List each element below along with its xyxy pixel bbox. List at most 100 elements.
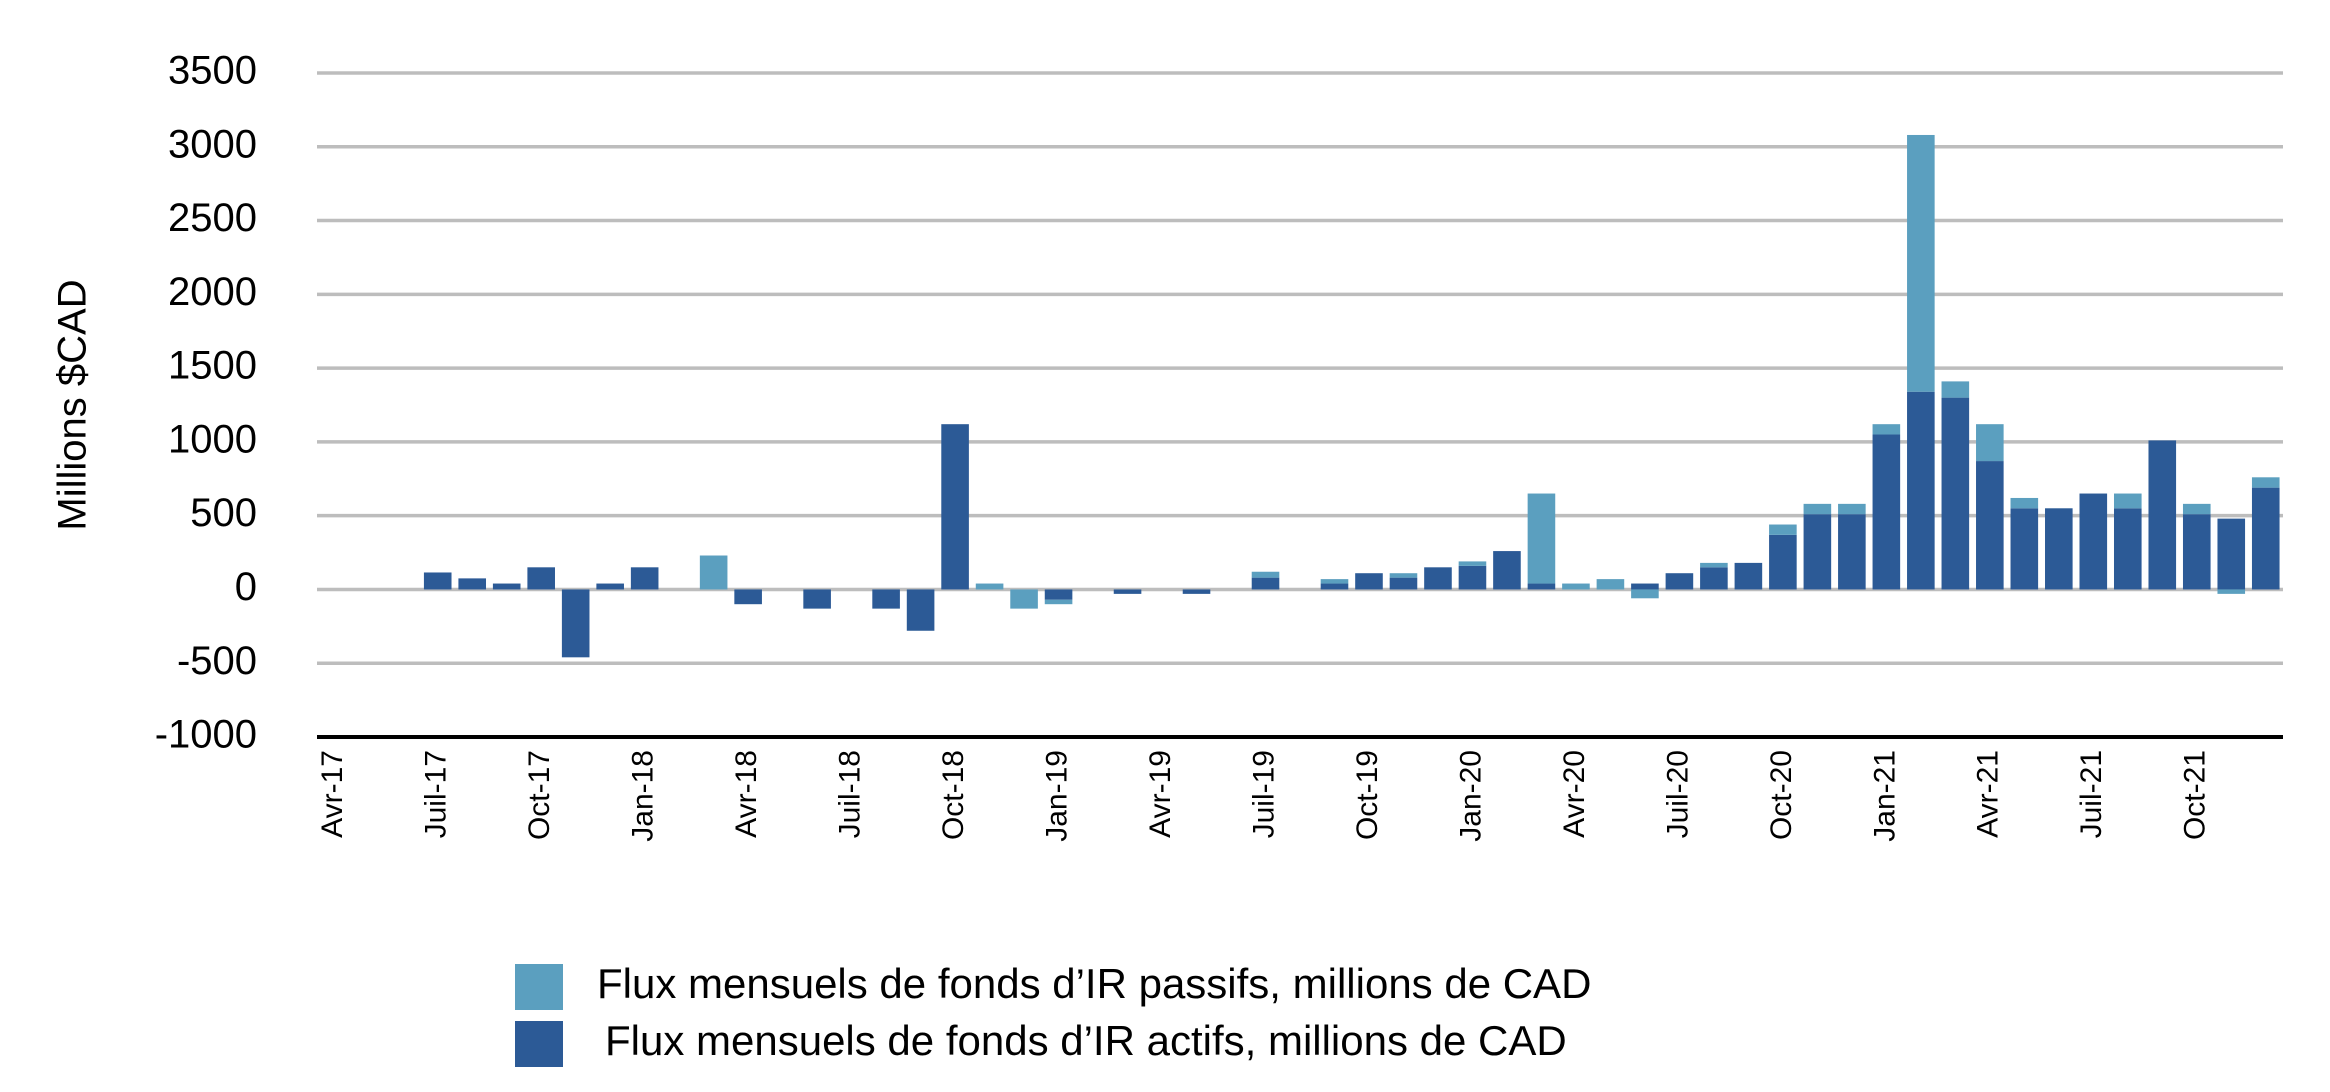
legend-swatch xyxy=(515,964,563,1010)
bar-segment xyxy=(1631,589,1659,599)
bar-segment xyxy=(2182,514,2211,590)
y-axis-label: Millions $CAD xyxy=(51,279,95,530)
bar-segment xyxy=(458,578,487,590)
x-tick-label: Avr-20 xyxy=(1558,750,1591,838)
bar-segment xyxy=(1010,589,1038,609)
x-tick-label: Avr-18 xyxy=(730,750,763,838)
x-tick-label: Oct-21 xyxy=(2179,750,2212,840)
x-tick-label: Jan-21 xyxy=(1868,750,1901,842)
x-tick-label: Jan-20 xyxy=(1454,750,1487,842)
bar-segment xyxy=(1424,567,1452,590)
bar-segment xyxy=(492,583,521,590)
x-tick-label: Jan-18 xyxy=(627,750,660,842)
y-tick-label: 1000 xyxy=(168,417,257,461)
bar-segment xyxy=(1562,583,1590,590)
bar-segment xyxy=(2045,508,2073,590)
bar-segment xyxy=(2217,518,2246,590)
x-tick-label: Juil-20 xyxy=(1661,750,1694,838)
bar-segment xyxy=(2217,589,2246,594)
y-tick-label: -1000 xyxy=(155,713,257,757)
bar-segment xyxy=(2113,508,2142,590)
y-tick-label: 3000 xyxy=(168,122,257,166)
bar-segment xyxy=(1700,562,1728,568)
x-tick-label: Jan-19 xyxy=(1040,750,1073,842)
bar-segment xyxy=(1044,589,1073,600)
bar-segment xyxy=(2148,440,2177,590)
bar-segment xyxy=(423,572,452,590)
bar-segment xyxy=(1182,589,1211,594)
x-tick-label: Juil-19 xyxy=(1247,750,1280,838)
bar-segment xyxy=(803,589,831,609)
x-tick-label: Oct-19 xyxy=(1351,750,1384,840)
bar-segment xyxy=(941,424,969,590)
bar-segment xyxy=(1941,397,1970,590)
bar-segment xyxy=(1389,573,1418,578)
bar-segment xyxy=(1941,381,1970,398)
bar-segment xyxy=(1838,514,1866,590)
bar-segment xyxy=(1872,434,1901,590)
bar-segment xyxy=(1631,583,1659,590)
bar-segment xyxy=(1251,571,1280,578)
x-tick-label: Juil-17 xyxy=(420,750,453,838)
bar-segment xyxy=(2182,503,2211,515)
x-tick-label: Avr-17 xyxy=(316,750,349,838)
x-tick-label: Oct-18 xyxy=(937,750,970,840)
x-tick-label: Oct-20 xyxy=(1765,750,1798,840)
bar-segment xyxy=(527,567,555,590)
bar-segment xyxy=(2251,487,2280,590)
bar-segment xyxy=(1976,424,2004,462)
bar-segment xyxy=(2113,493,2142,509)
bar-segment xyxy=(2010,497,2039,509)
bar-segment xyxy=(1769,524,1797,535)
bar-segment xyxy=(1803,514,1832,590)
bar-segment xyxy=(872,589,900,609)
bar-segment xyxy=(1044,599,1073,605)
bar-segment xyxy=(1596,579,1625,590)
bar-segment xyxy=(1527,493,1556,584)
x-tick-label: Oct-17 xyxy=(523,750,556,840)
bar-segment xyxy=(1493,551,1521,590)
y-tick-label: 2000 xyxy=(168,270,257,314)
x-tick-label: Juil-18 xyxy=(834,750,867,838)
bar-segment xyxy=(1907,134,1935,392)
bar-segment xyxy=(975,583,1004,590)
bar-segment xyxy=(1976,461,2004,590)
x-tick-label: Juil-21 xyxy=(2075,750,2108,838)
legend-label: Flux mensuels de fonds d’IR passifs, mil… xyxy=(597,960,1591,1007)
y-tick-label: 3500 xyxy=(168,49,257,93)
bar-segment xyxy=(1769,534,1797,590)
bar-segment xyxy=(1458,561,1487,566)
bar-segment xyxy=(2010,508,2039,590)
bar-segment xyxy=(1355,573,1383,590)
x-tick-label: Avr-19 xyxy=(1144,750,1177,838)
bar-segment xyxy=(596,583,624,590)
bar-segment xyxy=(1320,583,1349,590)
bar-segment xyxy=(2251,477,2280,488)
bar-segment xyxy=(1320,579,1349,584)
bar-segment xyxy=(1700,567,1728,590)
bar-segment xyxy=(1665,573,1694,590)
y-tick-label: 2500 xyxy=(168,196,257,240)
bar-segment xyxy=(734,589,762,605)
bar-segment xyxy=(906,589,935,631)
bar-segment xyxy=(630,567,659,590)
bar-segment xyxy=(1907,391,1935,590)
bar-segment xyxy=(699,555,728,590)
bar-segment xyxy=(1527,583,1556,590)
x-tick-label: Avr-21 xyxy=(1972,750,2005,838)
bar-segment xyxy=(1113,589,1142,594)
legend-swatch xyxy=(515,1021,563,1067)
bar-segment xyxy=(1389,577,1418,590)
y-tick-label: -500 xyxy=(177,639,257,683)
bar-segment xyxy=(1872,424,1901,435)
bar-segment xyxy=(561,589,590,658)
y-tick-label: 0 xyxy=(235,565,257,609)
bar-segment xyxy=(1458,565,1487,590)
bar-segment xyxy=(1803,503,1832,515)
bar-segment xyxy=(1838,503,1866,515)
bar-segment xyxy=(1251,577,1280,590)
legend-label: Flux mensuels de fonds d’IR actifs, mill… xyxy=(605,1017,1567,1064)
y-tick-label: 500 xyxy=(190,491,257,535)
bar-segment xyxy=(1734,562,1763,590)
